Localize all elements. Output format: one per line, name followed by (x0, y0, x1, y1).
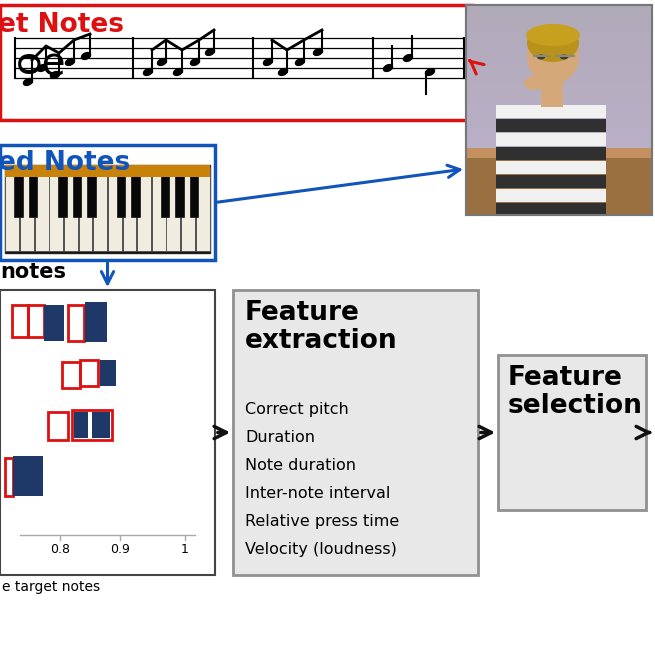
Text: Correct pitch: Correct pitch (245, 402, 348, 417)
Bar (20, 167, 34, 251)
Ellipse shape (383, 64, 393, 72)
Bar (49, 167, 63, 251)
Bar (93, 167, 107, 251)
Text: Feature
selection: Feature selection (508, 365, 643, 419)
Bar (496, 133, 606, 146)
Ellipse shape (65, 58, 75, 66)
Ellipse shape (526, 24, 580, 46)
Bar (58, 167, 67, 217)
Bar (14, 167, 23, 217)
Bar (5, 167, 19, 251)
Bar (496, 147, 606, 160)
Bar (62, 362, 80, 388)
Bar (68, 305, 84, 341)
Bar (466, 152, 652, 215)
Text: ed Notes: ed Notes (0, 150, 130, 176)
Bar (5, 458, 13, 496)
Ellipse shape (143, 68, 153, 76)
Bar (72, 410, 112, 440)
Text: Velocity (loudness): Velocity (loudness) (245, 542, 397, 557)
Bar (0, 145, 215, 260)
Text: 0.9: 0.9 (110, 543, 130, 556)
Bar (137, 167, 151, 251)
Ellipse shape (425, 68, 435, 76)
Ellipse shape (205, 48, 215, 56)
Bar (73, 167, 81, 217)
Bar (13, 456, 43, 496)
Bar (28, 305, 44, 337)
Ellipse shape (527, 24, 579, 62)
Bar (35, 167, 48, 251)
Bar (190, 167, 198, 217)
Ellipse shape (278, 68, 288, 76)
Text: et Notes: et Notes (0, 12, 124, 38)
Bar (0, 290, 215, 575)
Bar (466, 148, 652, 159)
Bar (122, 167, 136, 251)
Ellipse shape (560, 54, 568, 60)
Ellipse shape (23, 78, 33, 86)
Bar (196, 167, 210, 251)
Bar (466, 5, 652, 215)
Bar (100, 360, 116, 386)
Ellipse shape (527, 30, 579, 84)
Bar (466, 5, 652, 215)
Bar (79, 167, 92, 251)
Bar (160, 167, 169, 217)
Bar (176, 167, 184, 217)
Text: ᴑe: ᴑe (16, 45, 67, 83)
Ellipse shape (173, 68, 183, 76)
Bar (29, 167, 37, 217)
Bar (181, 167, 195, 251)
Ellipse shape (157, 58, 167, 66)
Bar (0, 5, 472, 120)
Bar (44, 305, 64, 341)
Bar (233, 290, 478, 575)
Text: Duration: Duration (245, 430, 315, 445)
Bar (498, 355, 646, 510)
Text: Feature
extraction: Feature extraction (245, 300, 398, 354)
Bar (496, 105, 606, 118)
Bar (80, 360, 98, 386)
Bar (496, 175, 606, 188)
Ellipse shape (313, 48, 323, 56)
Bar (12, 305, 28, 337)
Bar (496, 119, 606, 132)
Text: Inter-note interval: Inter-note interval (245, 486, 390, 501)
Bar (85, 302, 107, 342)
Bar (166, 167, 180, 251)
Ellipse shape (81, 52, 91, 60)
Text: 0.8: 0.8 (50, 543, 70, 556)
Ellipse shape (37, 64, 47, 72)
Ellipse shape (190, 58, 200, 66)
Ellipse shape (295, 58, 305, 66)
Bar (496, 189, 606, 202)
Bar (117, 167, 125, 217)
Bar (496, 105, 606, 215)
Bar (5, 165, 210, 177)
Text: notes: notes (0, 262, 66, 282)
Bar (87, 167, 96, 217)
Bar (132, 167, 140, 217)
Bar (74, 412, 88, 438)
Bar (541, 77, 563, 107)
Bar (92, 412, 110, 438)
Bar (496, 203, 606, 216)
Ellipse shape (263, 58, 273, 66)
Ellipse shape (537, 54, 545, 60)
Text: Relative press time: Relative press time (245, 514, 400, 529)
Bar (48, 412, 68, 440)
Bar (496, 161, 606, 174)
Text: e target notes: e target notes (2, 580, 100, 594)
Ellipse shape (524, 76, 544, 90)
Text: 1: 1 (181, 543, 189, 556)
Bar (108, 167, 122, 251)
Ellipse shape (50, 71, 60, 79)
Bar (152, 167, 166, 251)
Bar (64, 167, 78, 251)
Text: Note duration: Note duration (245, 458, 356, 473)
Ellipse shape (403, 54, 413, 62)
Bar (92, 412, 110, 438)
Bar (5, 165, 210, 253)
